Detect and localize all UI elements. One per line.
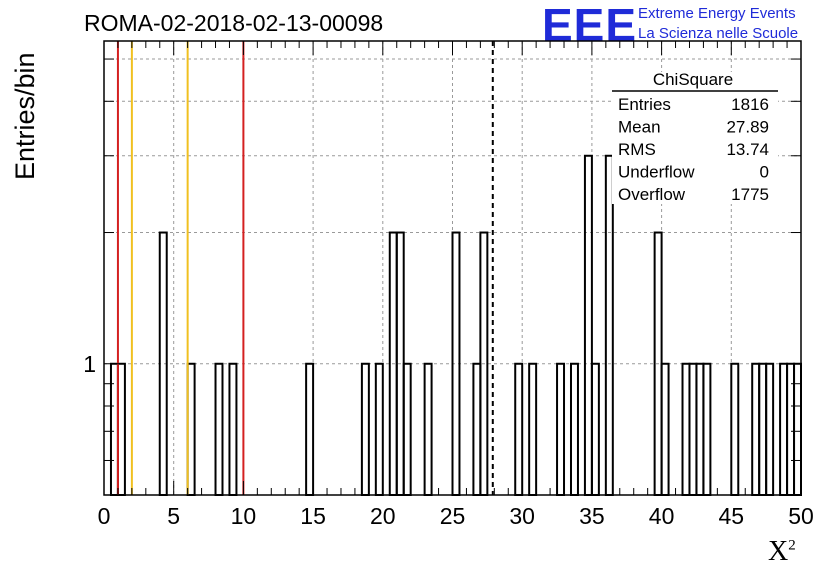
chart-title: ROMA-02-2018-02-13-00098	[84, 10, 384, 36]
histogram-bin	[779, 362, 789, 496]
x-tick-label: 40	[649, 503, 675, 529]
stats-background	[612, 72, 778, 204]
logo-line-1: Extreme Energy Events	[638, 5, 796, 22]
histogram-bin	[730, 362, 740, 496]
histogram-bin	[514, 362, 524, 496]
histogram-bin	[214, 362, 224, 496]
histogram-bin	[472, 362, 482, 496]
x-tick-label: 25	[440, 503, 466, 529]
histogram-bin	[688, 362, 698, 496]
stats-box: ChiSquare Entries 1816 Mean 27.89 RMS 13.74 Und…	[612, 70, 778, 204]
x-tick-label: 0	[98, 503, 111, 529]
x-tick-label: 50	[788, 503, 814, 529]
histogram-bin	[702, 362, 712, 496]
histogram-bin	[360, 362, 370, 496]
histogram-bin	[604, 154, 614, 497]
x-tick-label: 15	[300, 503, 326, 529]
histogram-bin	[569, 362, 579, 496]
histogram-bin	[695, 362, 705, 496]
histogram-bin	[374, 362, 384, 496]
histogram-bin	[186, 362, 196, 496]
histogram-bin	[305, 362, 315, 496]
stats-value: 27.89	[726, 118, 769, 137]
stats-label: Mean	[618, 118, 661, 137]
histogram-bin	[681, 362, 691, 496]
histogram-bin	[556, 362, 566, 496]
histogram-bin	[402, 362, 412, 496]
stats-label: Underflow	[618, 163, 695, 182]
x-tick-label: 5	[167, 503, 180, 529]
logo-line-2: La Scienza nelle Scuole	[638, 25, 799, 42]
stats-title: ChiSquare	[653, 70, 733, 89]
histogram-bin	[758, 362, 768, 496]
histogram-bin	[765, 362, 775, 496]
histogram-bin	[116, 362, 126, 496]
x-tick-label: 45	[719, 503, 745, 529]
x-axis-label: X2	[768, 536, 796, 567]
histogram-bin	[228, 362, 238, 496]
stats-value: 1775	[731, 185, 769, 204]
stats-label: RMS	[618, 140, 656, 159]
x-tick-label: 10	[231, 503, 257, 529]
histogram-bin	[590, 362, 600, 496]
stats-label: Overflow	[618, 185, 686, 204]
stats-value: 0	[760, 163, 769, 182]
histogram-bin	[660, 362, 670, 496]
stats-value: 1816	[731, 95, 769, 114]
histogram-bin	[751, 362, 761, 496]
histogram-bin	[423, 362, 433, 496]
histogram-bin	[528, 362, 538, 496]
histogram-bin	[583, 154, 593, 497]
x-tick-label: 35	[579, 503, 605, 529]
stats-label: Entries	[618, 95, 671, 114]
logo-subtitle: Extreme Energy Events La Scienza nelle S…	[638, 4, 798, 44]
stats-value: 13.74	[726, 140, 769, 159]
x-tick-label: 20	[370, 503, 396, 529]
y-tick-label: 1	[83, 351, 96, 377]
x-tick-label: 30	[509, 503, 535, 529]
